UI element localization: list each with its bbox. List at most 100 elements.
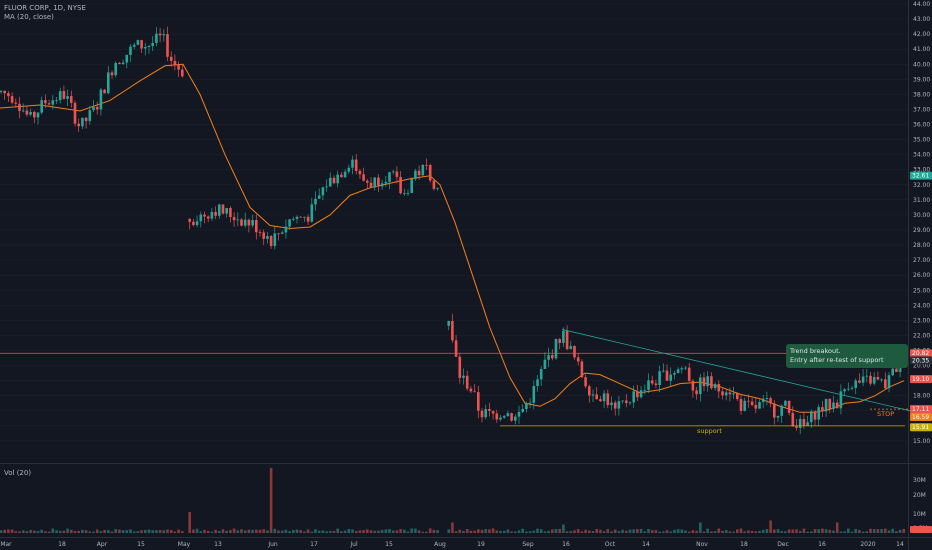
time-tick-label: Aug bbox=[434, 541, 446, 548]
candle-body bbox=[107, 72, 110, 94]
volume-bar bbox=[251, 529, 254, 533]
symbol-title[interactable]: FLUOR CORP, 1D, NYSE bbox=[4, 4, 86, 12]
time-tick-label: 17 bbox=[310, 541, 318, 548]
volume-bar bbox=[406, 531, 410, 533]
volume-indicator-label[interactable]: Vol (20) bbox=[4, 469, 32, 477]
volume-bar bbox=[769, 520, 772, 533]
volume-bar bbox=[332, 530, 336, 533]
volume-bar bbox=[188, 512, 191, 533]
price-tick-label: 26.00 bbox=[913, 272, 930, 279]
volume-bar bbox=[40, 529, 43, 533]
volume-bar bbox=[706, 528, 709, 533]
volume-bar bbox=[266, 530, 269, 533]
volume-bar bbox=[658, 531, 661, 533]
price-badge-bg bbox=[910, 412, 932, 421]
volume-bar bbox=[258, 529, 262, 533]
candle-body bbox=[33, 111, 36, 118]
candle-body bbox=[569, 346, 573, 350]
volume-bar bbox=[850, 531, 854, 533]
candle-body bbox=[369, 182, 373, 188]
volume-bar bbox=[632, 529, 635, 533]
volume-bar bbox=[488, 529, 491, 533]
candle-body bbox=[373, 177, 376, 188]
volume-bar bbox=[628, 529, 632, 533]
candle-body bbox=[717, 384, 721, 392]
volume-bar bbox=[473, 530, 476, 533]
volume-bar bbox=[835, 522, 839, 533]
candle-body bbox=[362, 174, 365, 181]
volume-bar bbox=[7, 529, 10, 533]
candle-body bbox=[151, 43, 154, 46]
callout-line-2: Entry after re-test of support bbox=[790, 356, 884, 364]
candle-body bbox=[351, 159, 354, 168]
candle-body bbox=[425, 164, 428, 166]
volume-bar bbox=[625, 530, 628, 533]
volume-bar bbox=[854, 529, 857, 533]
candle-body bbox=[118, 63, 121, 65]
candle-body bbox=[821, 407, 824, 412]
candle-body bbox=[465, 375, 469, 389]
volume-bar bbox=[229, 530, 232, 533]
candle-body bbox=[340, 174, 343, 178]
candle-body bbox=[543, 359, 547, 369]
volume-bar bbox=[395, 530, 399, 533]
price-tick-label: 44.00 bbox=[913, 1, 930, 8]
ma-indicator-label[interactable]: MA (20, close) bbox=[4, 13, 54, 21]
candle-body bbox=[140, 40, 143, 49]
candle-body bbox=[229, 208, 232, 218]
price-tick-label: 42.00 bbox=[913, 31, 930, 38]
volume-bar bbox=[465, 529, 469, 533]
volume-bar bbox=[366, 529, 369, 533]
candle-body bbox=[243, 219, 247, 226]
volume-bar bbox=[243, 530, 247, 533]
candle-body bbox=[325, 186, 328, 188]
candle-body bbox=[632, 391, 635, 403]
candle-body bbox=[70, 96, 73, 103]
volume-bar bbox=[665, 530, 669, 533]
candle-body bbox=[225, 208, 228, 214]
candle-body bbox=[169, 56, 173, 61]
candle-body bbox=[51, 100, 55, 105]
candle-body bbox=[654, 383, 658, 386]
volume-bar bbox=[114, 529, 117, 533]
volume-badge-bg bbox=[910, 526, 932, 533]
candle-body bbox=[232, 217, 236, 221]
candle-body bbox=[721, 391, 724, 396]
volume-bar bbox=[181, 531, 184, 533]
volume-bar bbox=[502, 530, 506, 533]
volume-bar bbox=[151, 530, 154, 533]
volume-bar bbox=[425, 531, 428, 533]
candle-body bbox=[599, 399, 602, 402]
candle-body bbox=[539, 368, 543, 380]
volume-bar bbox=[84, 530, 88, 533]
volume-bar bbox=[599, 529, 602, 533]
volume-bar bbox=[765, 529, 769, 533]
volume-bar bbox=[306, 529, 310, 533]
candle-body bbox=[832, 402, 835, 409]
volume-bar bbox=[787, 529, 791, 533]
volume-bar bbox=[303, 531, 306, 533]
candle-body bbox=[791, 412, 795, 427]
candle-body bbox=[262, 232, 265, 239]
candle-body bbox=[887, 375, 891, 389]
candle-body bbox=[869, 375, 872, 384]
volume-bar bbox=[810, 531, 813, 533]
volume-bar bbox=[92, 531, 95, 533]
volume-bar bbox=[77, 530, 80, 533]
volume-bar bbox=[136, 531, 140, 533]
candle-body bbox=[810, 411, 813, 423]
candle-body bbox=[454, 340, 458, 357]
candle-body bbox=[499, 417, 502, 420]
candle-body bbox=[839, 391, 843, 409]
volume-bar bbox=[588, 530, 591, 533]
price-badge-label: 32.61 bbox=[912, 173, 929, 180]
candle-body bbox=[695, 390, 698, 395]
candle-body bbox=[665, 370, 669, 381]
candle-body bbox=[673, 373, 676, 375]
trend-breakout-callout[interactable]: Trend breakout. Entry after re-test of s… bbox=[786, 344, 908, 368]
candle-body bbox=[47, 103, 51, 105]
volume-bar bbox=[288, 531, 291, 533]
time-tick-label: Jun bbox=[267, 541, 278, 548]
